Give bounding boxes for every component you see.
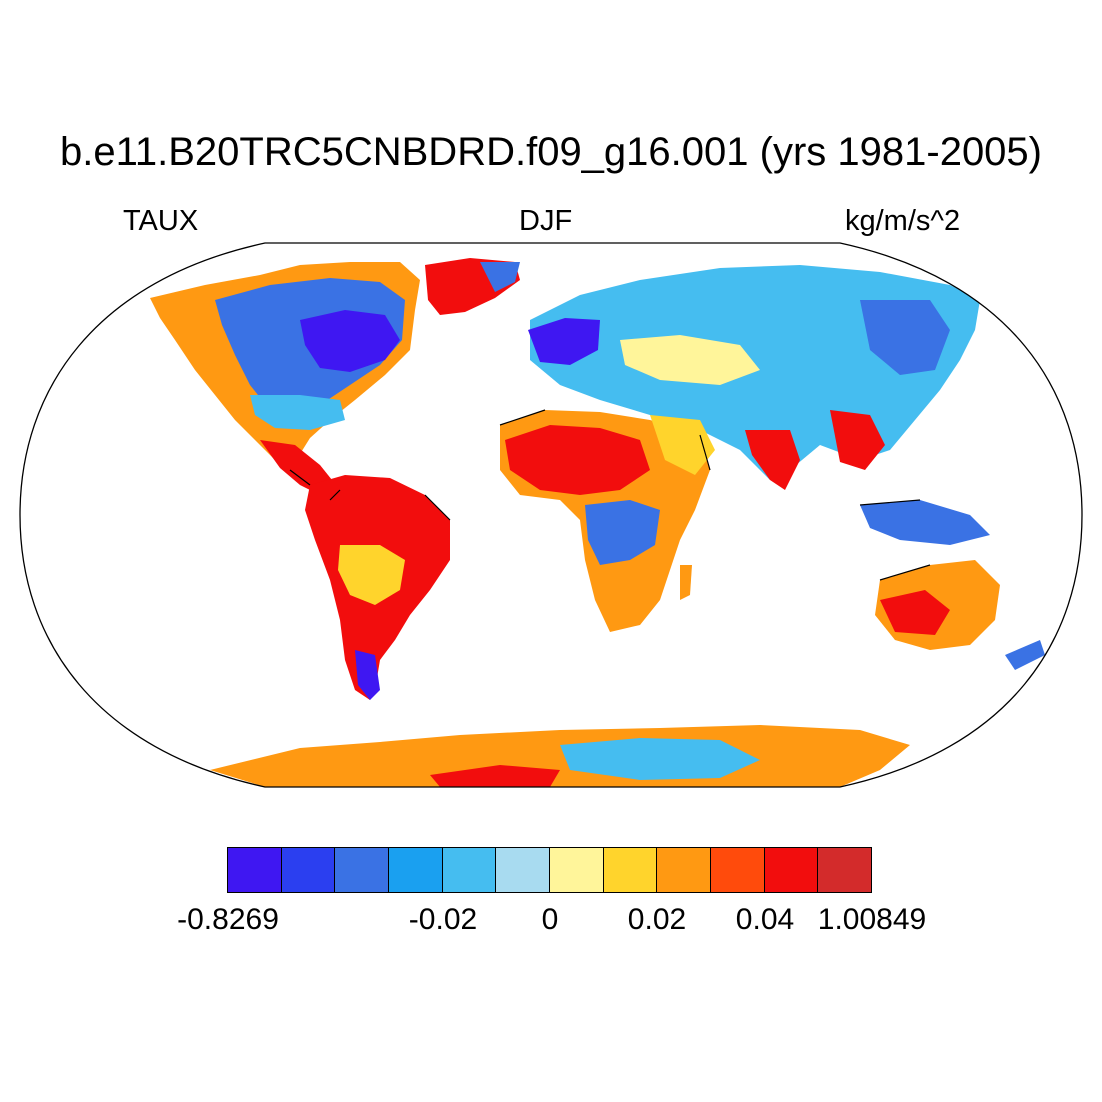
greenland-east bbox=[480, 262, 520, 292]
season-label: DJF bbox=[519, 205, 573, 237]
colorbar-cell bbox=[550, 848, 604, 892]
colorbar-cell bbox=[764, 848, 819, 892]
colorbar-cell bbox=[711, 848, 765, 892]
madagascar bbox=[680, 565, 692, 600]
antarctica-blue bbox=[560, 738, 760, 780]
siberia-east bbox=[860, 300, 950, 375]
south-america-center bbox=[338, 545, 405, 605]
colorbar-cell bbox=[603, 848, 658, 892]
arabia bbox=[650, 415, 715, 475]
map-boundary bbox=[19, 242, 1083, 788]
africa-central bbox=[585, 500, 660, 565]
coastlines bbox=[289, 409, 931, 581]
plot-title: b.e11.B20TRC5CNBDRD.f09_g16.001 (yrs 198… bbox=[59, 130, 1042, 174]
colorbar-cell bbox=[818, 848, 872, 892]
colorbar-label-pos: 0.02 bbox=[627, 903, 687, 936]
units-label: kg/m/s^2 bbox=[845, 205, 961, 237]
australia-north bbox=[880, 590, 950, 635]
colorbar-label-neg: -0.02 bbox=[408, 903, 478, 936]
variable-label: TAUX bbox=[123, 205, 199, 237]
colorbar-label-pos2: 0.04 bbox=[735, 903, 795, 936]
central-asia-mix bbox=[620, 335, 760, 385]
colorbar-label-zero: 0 bbox=[541, 903, 559, 936]
colorbar-cell bbox=[657, 848, 712, 892]
antarctica-red bbox=[430, 765, 560, 787]
us-southeast bbox=[250, 395, 345, 430]
southeast-asia bbox=[830, 410, 885, 470]
colorbar-cell bbox=[281, 848, 336, 892]
colorbar-label-min: -0.8269 bbox=[177, 903, 279, 936]
europe-west bbox=[528, 318, 600, 365]
indonesia-land bbox=[860, 500, 990, 545]
colorbar bbox=[227, 847, 872, 893]
land-field bbox=[150, 258, 1045, 787]
colorbar-cell bbox=[389, 848, 443, 892]
colorbar-label-max: 1.00849 bbox=[817, 903, 927, 936]
antarctica-land bbox=[210, 725, 910, 787]
colorbar-cell bbox=[442, 848, 497, 892]
africa-sahara bbox=[505, 425, 650, 495]
india bbox=[745, 430, 800, 490]
colorbar-cell bbox=[496, 848, 551, 892]
new-zealand bbox=[1005, 640, 1045, 670]
colorbar-cell bbox=[228, 848, 282, 892]
colorbar-cell bbox=[335, 848, 390, 892]
patagonia bbox=[355, 650, 380, 700]
hudson-bay-east bbox=[300, 310, 400, 372]
